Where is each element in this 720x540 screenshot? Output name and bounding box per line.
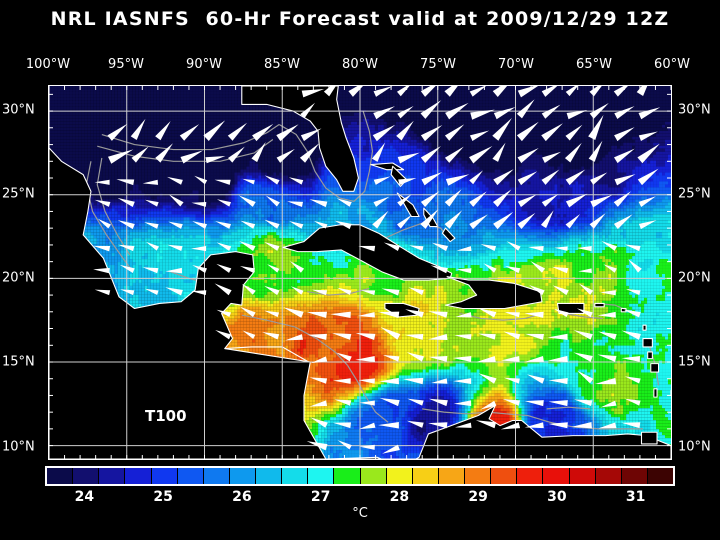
colorbar-tick: 25: [153, 489, 172, 505]
colorbar-tick: 28: [390, 489, 409, 505]
colorbar-swatch: [282, 468, 308, 484]
page-title: NRL IASNFS 60-Hr Forecast valid at 2009/…: [0, 8, 720, 30]
colorbar-swatch: [204, 468, 230, 484]
colorbar-tick: 27: [311, 489, 330, 505]
lat-tick-label-left: 15°N: [2, 355, 35, 370]
colorbar-swatch: [125, 468, 151, 484]
lat-tick-label-right: 30°N: [678, 103, 711, 118]
lon-tick-label: 60°W: [654, 57, 690, 72]
lon-tick-label: 75°W: [420, 57, 456, 72]
lat-tick-label-right: 20°N: [678, 271, 711, 286]
colorbar-tick: 26: [232, 489, 251, 505]
colorbar-swatch: [47, 468, 73, 484]
lat-tick-label-right: 25°N: [678, 187, 711, 202]
colorbar-swatch: [387, 468, 413, 484]
colorbar-swatch: [256, 468, 282, 484]
lat-tick-label-right: 15°N: [678, 355, 711, 370]
colorbar-swatch: [648, 468, 673, 484]
colorbar-swatch: [439, 468, 465, 484]
lon-tick-label: 100°W: [26, 57, 70, 72]
colorbar-tick: 29: [468, 489, 487, 505]
colorbar-tick: 30: [547, 489, 566, 505]
colorbar-unit-label: °C: [0, 506, 720, 521]
colorbar-swatch: [334, 468, 360, 484]
forecast-map-page: NRL IASNFS 60-Hr Forecast valid at 2009/…: [0, 0, 720, 540]
lat-tick-label-left: 30°N: [2, 103, 35, 118]
colorbar-swatch: [361, 468, 387, 484]
lon-tick-label: 90°W: [186, 57, 222, 72]
colorbar-swatch: [465, 468, 491, 484]
colorbar-swatch: [543, 468, 569, 484]
lat-tick-label-left: 10°N: [2, 439, 35, 454]
colorbar-swatch: [99, 468, 125, 484]
colorbar-swatch: [596, 468, 622, 484]
colorbar-tick: 31: [626, 489, 645, 505]
colorbar-swatch: [570, 468, 596, 484]
colorbar-tick: 24: [75, 489, 94, 505]
colorbar-swatch: [413, 468, 439, 484]
lon-tick-label: 65°W: [576, 57, 612, 72]
sst-map-plot: [48, 85, 672, 460]
colorbar-swatch: [308, 468, 334, 484]
lon-tick-label: 85°W: [264, 57, 300, 72]
lat-tick-label-left: 20°N: [2, 271, 35, 286]
colorbar-swatch: [152, 468, 178, 484]
colorbar-swatch: [517, 468, 543, 484]
colorbar-swatch: [178, 468, 204, 484]
lon-tick-label: 95°W: [108, 57, 144, 72]
colorbar-swatch: [230, 468, 256, 484]
colorbar-swatch: [491, 468, 517, 484]
lon-tick-label: 80°W: [342, 57, 378, 72]
t100-depth-label: T100: [145, 407, 187, 425]
colorbar-swatch: [73, 468, 99, 484]
colorbar-swatch: [622, 468, 648, 484]
lat-tick-label-left: 25°N: [2, 187, 35, 202]
lat-tick-label-right: 10°N: [678, 439, 711, 454]
lon-tick-label: 70°W: [498, 57, 534, 72]
temperature-colorbar: [45, 466, 675, 486]
